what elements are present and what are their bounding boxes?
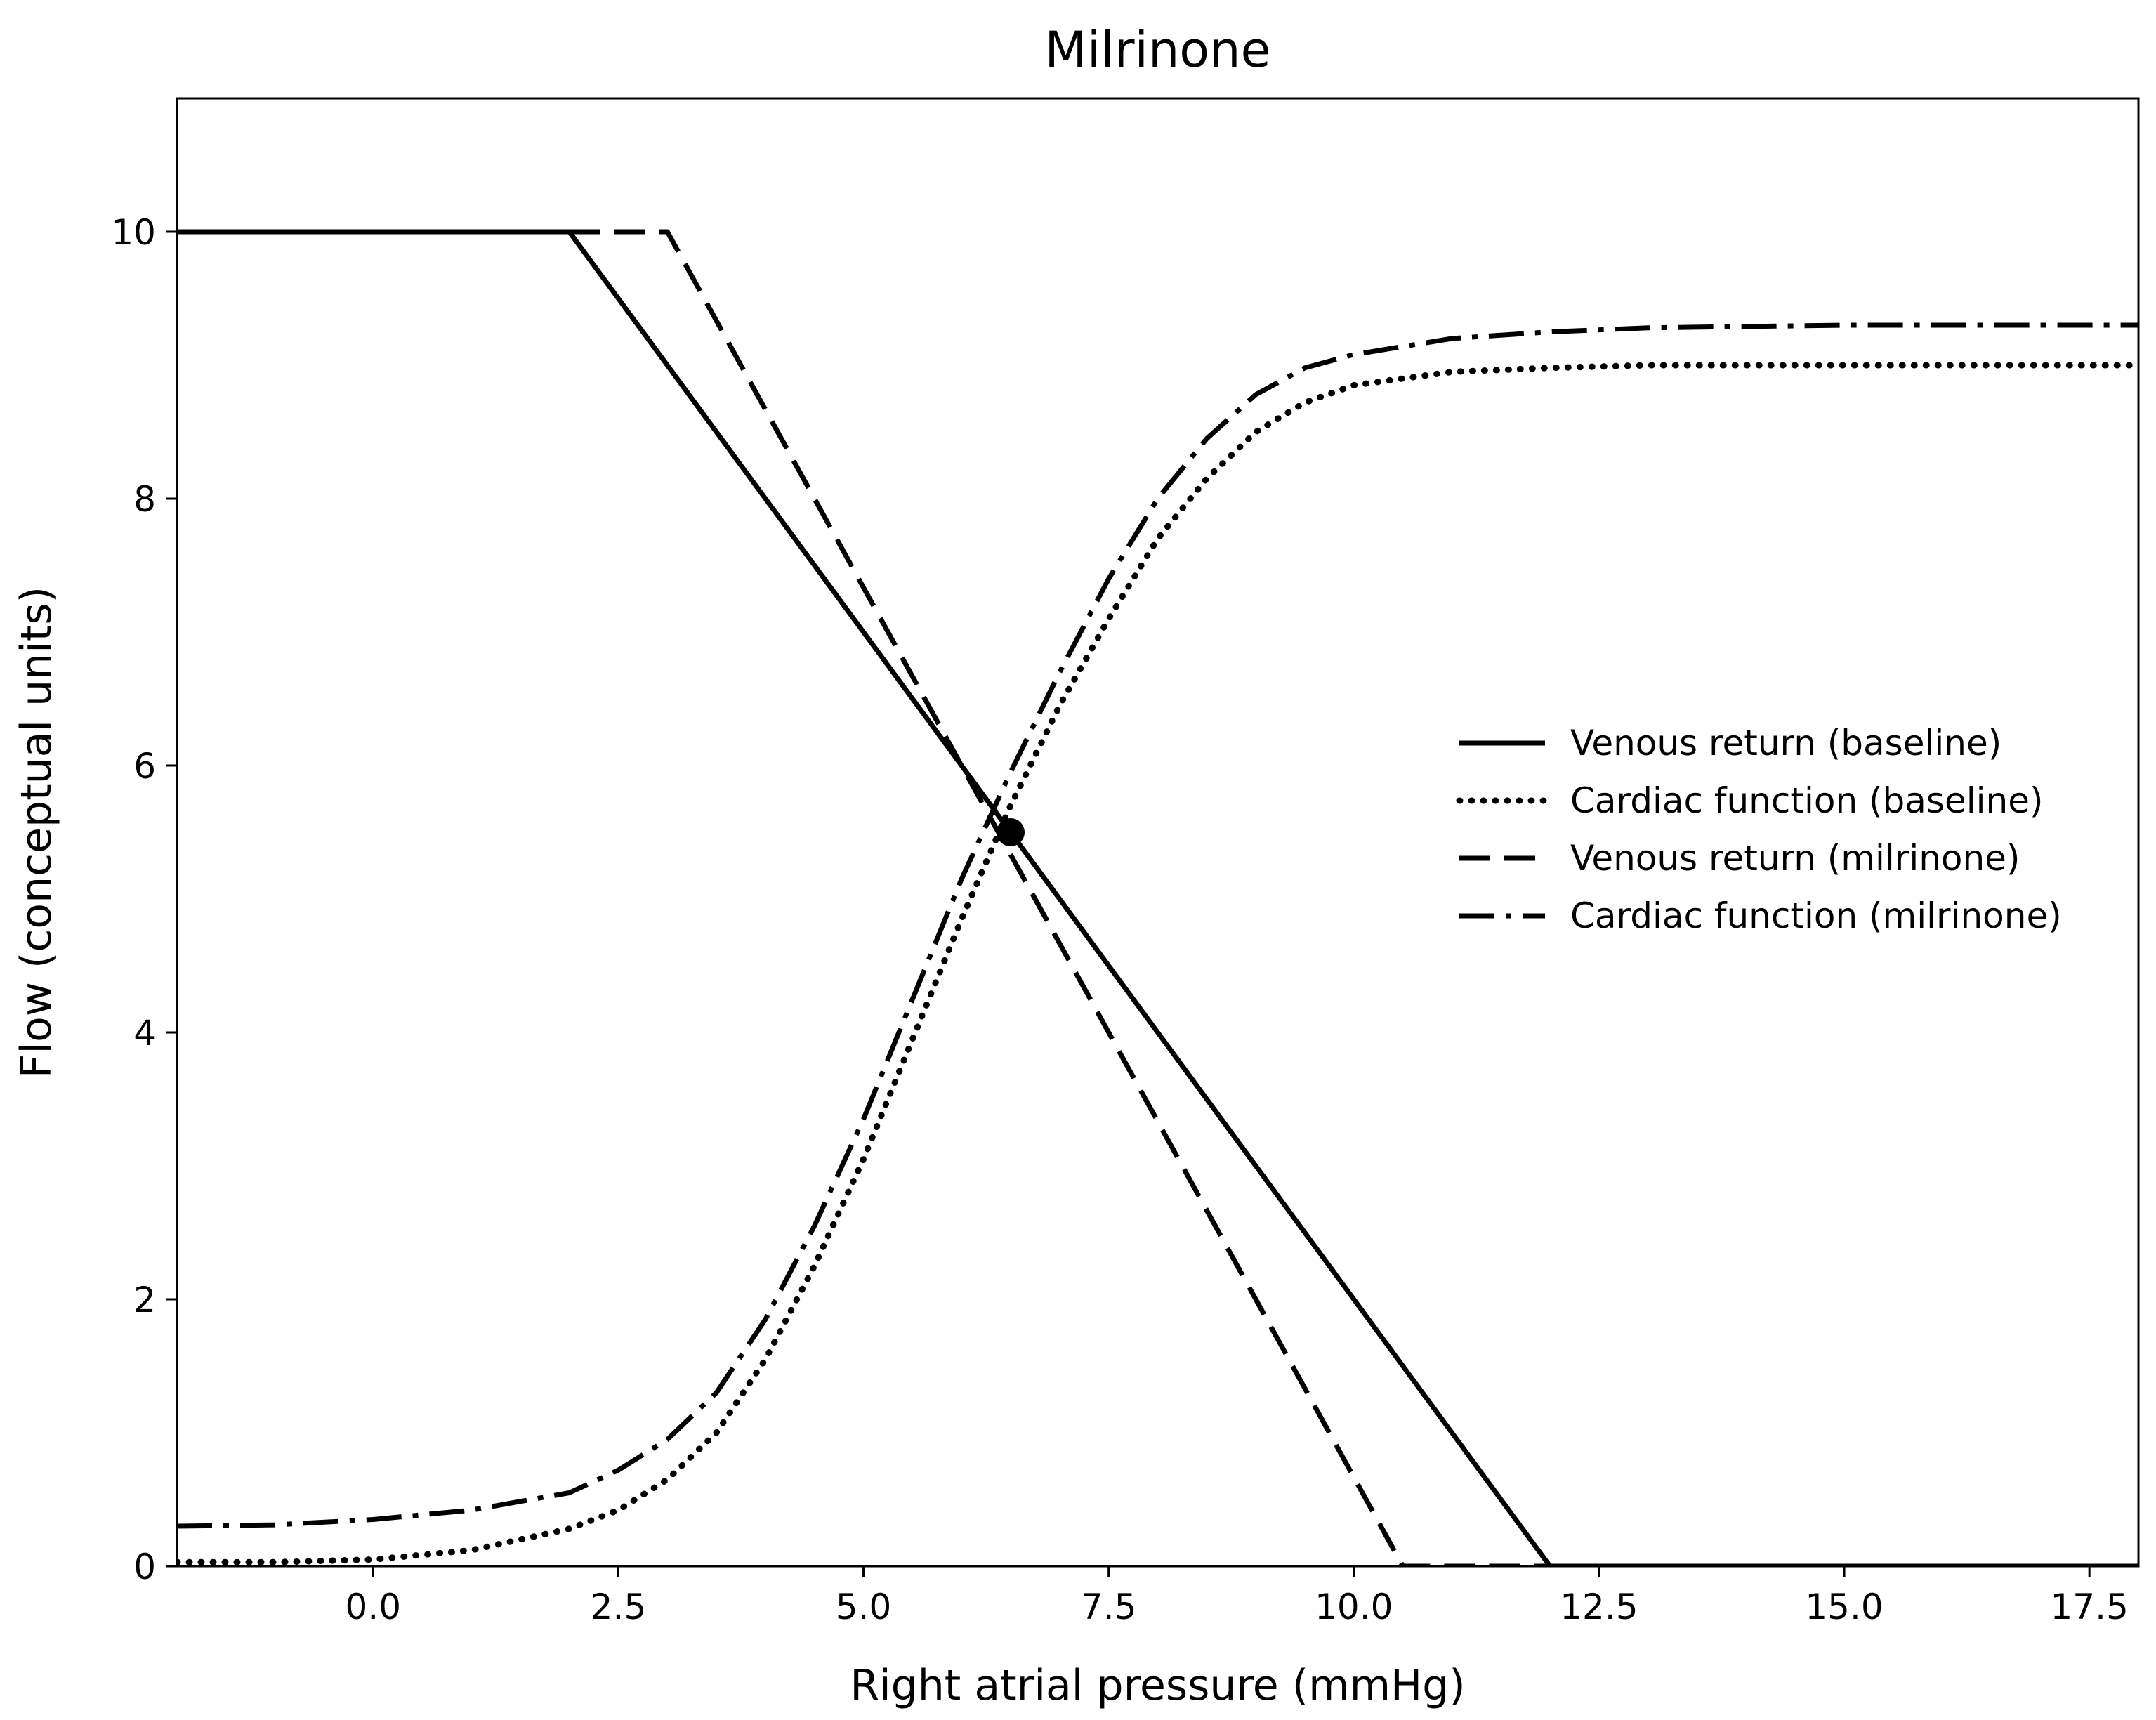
x-axis-title: Right atrial pressure (mmHg) <box>850 1661 1465 1710</box>
legend-label: Cardiac function (baseline) <box>1570 780 2043 821</box>
legend-label: Venous return (milrinone) <box>1570 838 2020 879</box>
y-tick-label: 6 <box>133 746 156 787</box>
series-line-cardiac-function-baseline <box>177 362 2138 1565</box>
x-tick-label: 10.0 <box>1315 1587 1393 1627</box>
legend: Venous return (baseline) Cardiac function… <box>1456 723 2062 936</box>
legend-label: Venous return (baseline) <box>1570 723 2001 763</box>
y-tick-label: 8 <box>133 479 156 520</box>
marker-layer <box>997 818 1025 846</box>
legend-label: Cardiac function (milrinone) <box>1570 895 2062 936</box>
series-line-venous-return-baseline <box>177 229 2138 1566</box>
y-axis-title: Flow (conceptual units) <box>12 586 61 1078</box>
chart-title: Milrinone <box>1044 21 1270 79</box>
y-tick-label: 4 <box>133 1013 156 1053</box>
series-layer <box>177 229 2138 1566</box>
x-tick-label: 5.0 <box>836 1587 892 1627</box>
x-axis-ticks: 0.0 2.5 5.0 7.5 10.0 12.5 15.0 17.5 <box>346 1566 2129 1627</box>
x-tick-label: 0.0 <box>346 1587 402 1627</box>
x-tick-label: 12.5 <box>1560 1587 1638 1627</box>
y-tick-label: 0 <box>133 1547 156 1587</box>
x-tick-label: 7.5 <box>1081 1587 1137 1627</box>
x-tick-label: 17.5 <box>2051 1587 2129 1627</box>
y-tick-label: 10 <box>111 212 156 253</box>
series-line-venous-return-milrinone <box>569 229 1551 1566</box>
plot-frame <box>176 97 2140 1568</box>
x-tick-label: 15.0 <box>1805 1587 1883 1627</box>
x-tick-label: 2.5 <box>591 1587 647 1627</box>
series-line-cardiac-function-milrinone <box>177 322 2138 1529</box>
y-tick-label: 2 <box>133 1280 156 1320</box>
equilibrium-point-marker <box>997 818 1025 846</box>
y-axis-ticks: 0 2 4 6 8 10 <box>111 212 177 1587</box>
